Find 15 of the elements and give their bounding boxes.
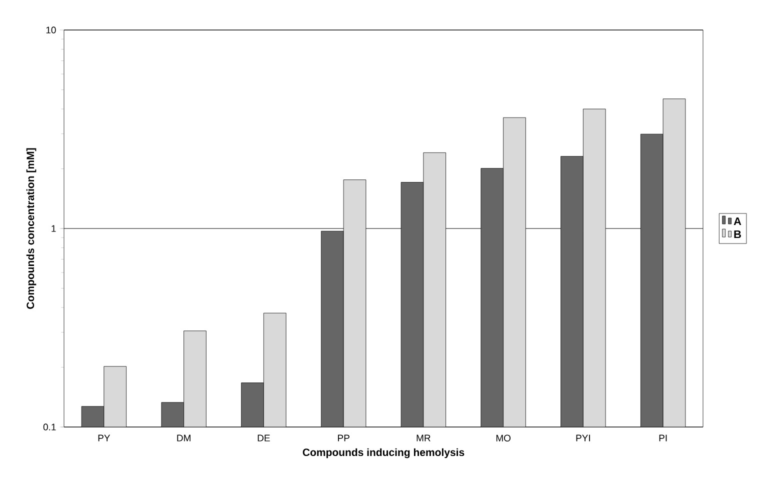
x-tick-label: PP bbox=[338, 434, 350, 442]
x-tick-label: PY bbox=[98, 434, 110, 442]
y-axis-title: Compounds concentration [mM] bbox=[26, 148, 36, 309]
x-axis-title: Compounds inducing hemolysis bbox=[302, 448, 464, 458]
x-tick-label: PYI bbox=[576, 434, 590, 442]
x-tick-label: DM bbox=[177, 434, 190, 442]
x-tick-label: MO bbox=[496, 434, 511, 442]
y-tick-label: 1 bbox=[52, 225, 56, 232]
x-tick-label: MR bbox=[416, 434, 430, 442]
legend-label: A bbox=[734, 217, 742, 226]
legend-label: B bbox=[734, 230, 741, 238]
y-tick-label: 10 bbox=[46, 26, 56, 34]
y-tick-label: 0.1 bbox=[43, 424, 56, 430]
x-tick-label: DE bbox=[258, 434, 270, 442]
x-tick-label: PI bbox=[659, 434, 667, 442]
